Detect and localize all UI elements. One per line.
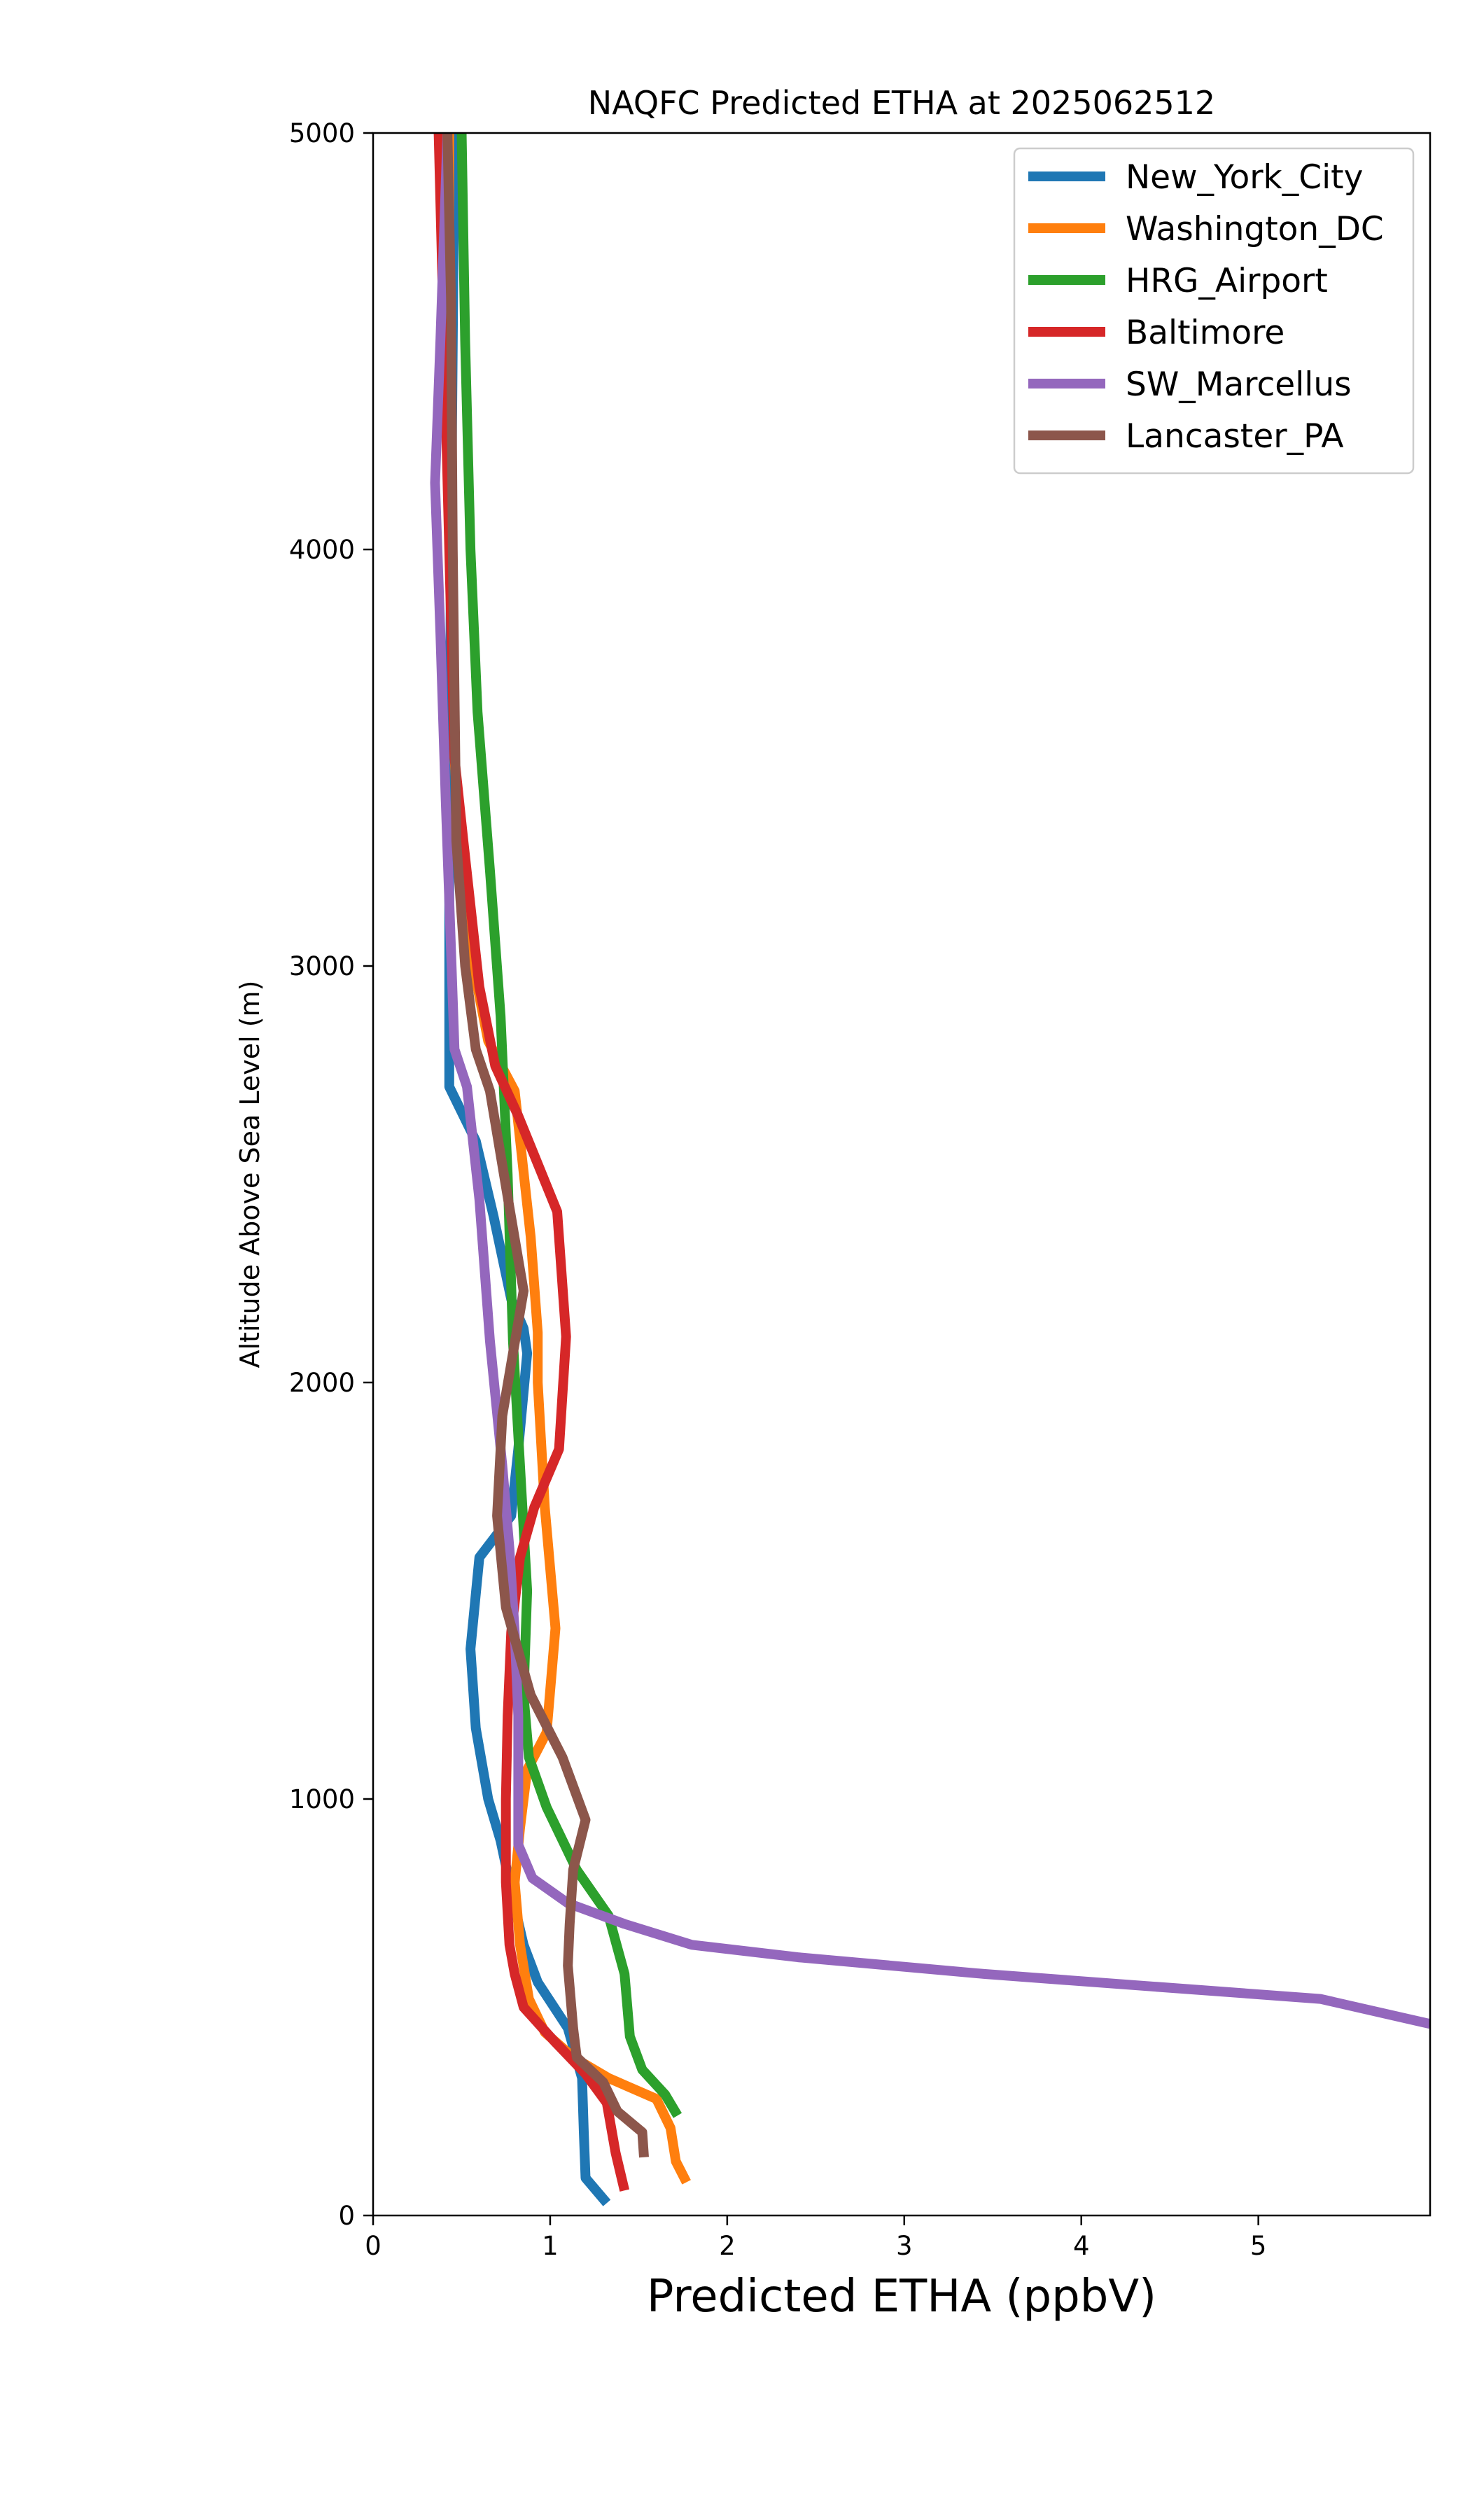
x-axis-label: Predicted ETHA (ppbV) (647, 2271, 1156, 2323)
legend-label: Lancaster_PA (1126, 417, 1344, 456)
x-tick-label: 0 (365, 2231, 382, 2261)
legend-label: New_York_City (1126, 158, 1363, 197)
y-tick-label: 2000 (289, 1368, 355, 1398)
legend-label: Washington_DC (1126, 210, 1384, 248)
y-tick-label: 1000 (289, 1784, 355, 1814)
series-line-lancaster-pa (442, 133, 649, 2158)
y-tick-label: 3000 (289, 951, 355, 981)
y-tick-label: 4000 (289, 535, 355, 565)
series-line-new-york-city (444, 133, 611, 2206)
axes-frame (372, 132, 1432, 2217)
y-axis-ticks: 0 1000 2000 3000 4000 5000 (289, 118, 373, 2231)
series-line-baltimore (433, 133, 630, 2192)
x-tick-label: 2 (719, 2231, 736, 2261)
chart-title: NAQFC Predicted ETHA at 2025062512 (588, 84, 1215, 122)
y-tick-label: 0 (338, 2201, 355, 2231)
x-tick-label: 4 (1073, 2231, 1090, 2261)
y-tick-label: 5000 (289, 118, 355, 148)
series-lines (430, 133, 1430, 2206)
legend-label: SW_Marcellus (1126, 365, 1352, 404)
legend: New_York_City Washington_DC HRG_Airport Bal… (1013, 147, 1415, 475)
x-axis-ticks: 0 1 2 3 4 5 (365, 2216, 1266, 2261)
legend-label: Baltimore (1126, 314, 1284, 352)
y-axis-label: Altitude Above Sea Level (m) (234, 981, 265, 1368)
x-tick-label: 3 (896, 2231, 913, 2261)
x-tick-label: 5 (1250, 2231, 1267, 2261)
legend-box (1013, 147, 1415, 475)
series-line-hrg-airport (456, 133, 682, 2118)
legend-label: HRG_Airport (1126, 262, 1328, 300)
x-tick-label: 1 (542, 2231, 559, 2261)
